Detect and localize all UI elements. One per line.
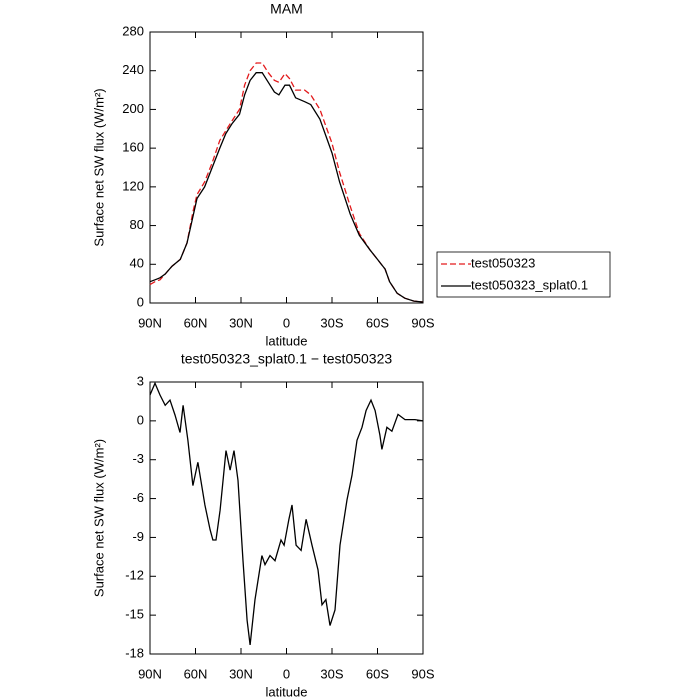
x-tick-label: 90S xyxy=(411,666,434,681)
data-line xyxy=(149,381,424,645)
y-tick-label: 0 xyxy=(137,294,144,309)
x-tick-label: 60N xyxy=(184,315,208,330)
y-tick-label: 200 xyxy=(122,101,144,116)
y-tick-label: 0 xyxy=(137,412,144,427)
legend-label: test050323_splat0.1 xyxy=(471,277,588,292)
y-tick-label: 280 xyxy=(122,23,144,38)
x-tick-label: 60S xyxy=(366,666,389,681)
series-line xyxy=(149,72,424,303)
plot-frame xyxy=(149,31,424,304)
chart-title: MAM xyxy=(270,1,303,17)
x-tick-label: 90N xyxy=(138,666,162,681)
legend-box xyxy=(436,251,611,298)
y-tick-label: -15 xyxy=(125,607,144,622)
legend-label: test050323 xyxy=(471,255,535,270)
x-tick-label: 60S xyxy=(366,315,389,330)
x-axis-label: latitude xyxy=(266,684,308,699)
plot-frame xyxy=(149,381,424,655)
y-axis-label: Surface net SW flux (W/m²) xyxy=(91,88,106,246)
y-axis-label: Surface net SW flux (W/m²) xyxy=(91,439,106,597)
x-tick-label: 30S xyxy=(320,666,343,681)
y-tick-label: 120 xyxy=(122,178,144,193)
x-tick-label: 90S xyxy=(411,315,434,330)
x-tick-label: 0 xyxy=(283,666,290,681)
y-tick-label: 240 xyxy=(122,62,144,77)
x-tick-label: 90N xyxy=(138,315,162,330)
x-tick-label: 30N xyxy=(229,315,253,330)
x-axis-label: latitude xyxy=(266,333,308,348)
x-tick-label: 30S xyxy=(320,315,343,330)
x-tick-label: 30N xyxy=(229,666,253,681)
y-tick-label: -12 xyxy=(125,568,144,583)
y-tick-label: -18 xyxy=(125,645,144,660)
chart-title: test050323_splat0.1 − test050323 xyxy=(181,351,393,367)
y-tick-label: 40 xyxy=(130,256,144,271)
y-tick-label: -6 xyxy=(132,490,144,505)
y-tick-label: 160 xyxy=(122,140,144,155)
x-tick-label: 0 xyxy=(283,315,290,330)
y-tick-label: 3 xyxy=(137,373,144,388)
x-tick-label: 60N xyxy=(184,666,208,681)
y-tick-label: -9 xyxy=(132,529,144,544)
y-tick-label: -3 xyxy=(132,451,144,466)
y-tick-label: 80 xyxy=(130,217,144,232)
